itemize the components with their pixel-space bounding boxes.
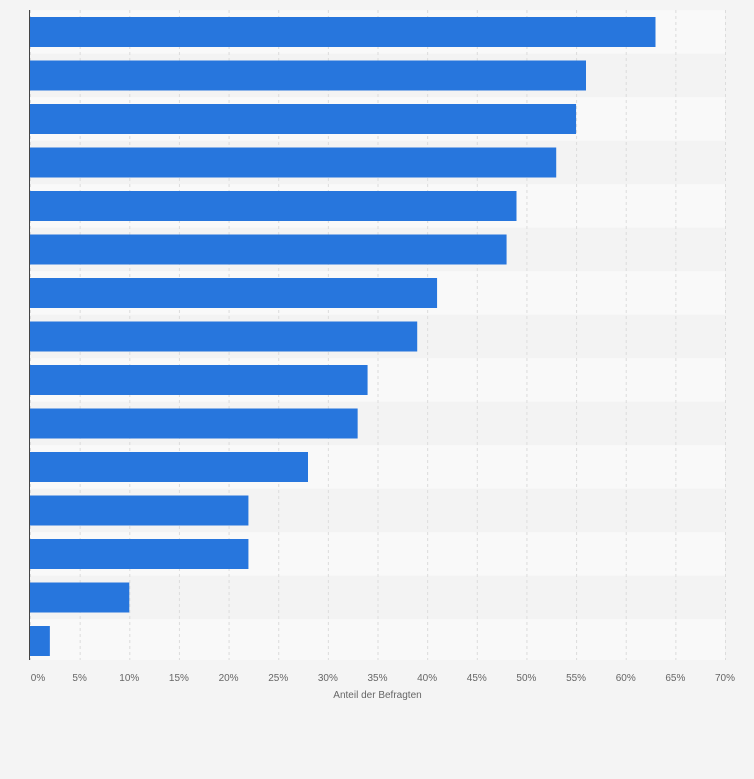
- x-tick-label: 20%: [219, 673, 239, 684]
- x-tick-label: 55%: [566, 673, 586, 684]
- bar[interactable]: [30, 365, 368, 395]
- bar[interactable]: [30, 452, 308, 482]
- bar[interactable]: [30, 321, 418, 352]
- bar[interactable]: [30, 539, 249, 569]
- bar[interactable]: [30, 626, 50, 656]
- x-tick-label: 45%: [467, 673, 487, 684]
- x-axis-ticks: 0% 5% 10% 15% 20% 25% 30% 35% 40% 45% 50% 55% 60% 65%…: [31, 673, 735, 684]
- bar[interactable]: [30, 234, 507, 265]
- bar[interactable]: [30, 495, 249, 526]
- x-tick-label: 65%: [665, 673, 685, 684]
- x-tick-label: 0%: [31, 673, 46, 684]
- x-tick-label: 25%: [268, 673, 288, 684]
- x-tick-label: 40%: [417, 673, 437, 684]
- x-tick-label: 30%: [318, 673, 338, 684]
- x-tick-label: 10%: [119, 673, 139, 684]
- x-tick-label: 35%: [367, 673, 387, 684]
- x-tick-label: 15%: [169, 673, 189, 684]
- bar[interactable]: [30, 17, 656, 47]
- x-tick-label: 60%: [616, 673, 636, 684]
- bars: [30, 17, 656, 656]
- x-tick-label: 50%: [516, 673, 536, 684]
- bar[interactable]: [30, 60, 586, 91]
- x-tick-label: 70%: [715, 673, 735, 684]
- bar[interactable]: [30, 147, 557, 178]
- bar[interactable]: [30, 582, 130, 613]
- bar[interactable]: [30, 191, 517, 221]
- bar[interactable]: [30, 278, 438, 308]
- x-axis-title: Anteil der Befragten: [333, 690, 421, 701]
- x-tick-label: 5%: [72, 673, 87, 684]
- bar[interactable]: [30, 408, 358, 439]
- bar[interactable]: [30, 104, 577, 134]
